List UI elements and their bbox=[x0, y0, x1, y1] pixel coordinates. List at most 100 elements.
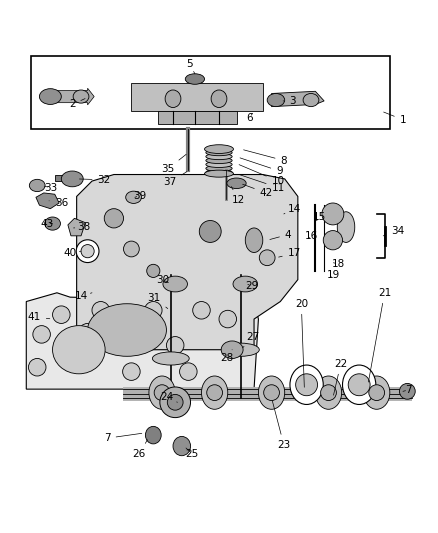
Ellipse shape bbox=[123, 363, 140, 381]
Text: 33: 33 bbox=[44, 183, 57, 192]
Ellipse shape bbox=[258, 376, 285, 409]
Ellipse shape bbox=[185, 74, 205, 84]
Text: 40: 40 bbox=[64, 248, 81, 259]
Text: 34: 34 bbox=[383, 227, 404, 237]
Text: 25: 25 bbox=[185, 448, 198, 458]
Ellipse shape bbox=[201, 376, 228, 409]
Text: 39: 39 bbox=[133, 190, 146, 200]
Ellipse shape bbox=[145, 302, 162, 319]
Ellipse shape bbox=[199, 221, 221, 243]
Ellipse shape bbox=[126, 191, 141, 204]
Text: 10: 10 bbox=[239, 165, 285, 186]
Ellipse shape bbox=[206, 154, 232, 159]
Ellipse shape bbox=[79, 324, 96, 341]
Ellipse shape bbox=[223, 343, 259, 356]
Ellipse shape bbox=[39, 88, 61, 104]
Ellipse shape bbox=[28, 359, 46, 376]
Ellipse shape bbox=[290, 365, 323, 405]
FancyArrow shape bbox=[44, 88, 94, 105]
Ellipse shape bbox=[364, 376, 390, 409]
Text: 32: 32 bbox=[79, 175, 111, 185]
Polygon shape bbox=[55, 174, 72, 181]
Text: 19: 19 bbox=[327, 270, 340, 280]
Ellipse shape bbox=[399, 383, 415, 399]
Ellipse shape bbox=[343, 365, 376, 405]
Ellipse shape bbox=[53, 326, 105, 374]
Ellipse shape bbox=[165, 90, 181, 108]
Ellipse shape bbox=[160, 387, 191, 418]
Ellipse shape bbox=[348, 374, 370, 395]
Ellipse shape bbox=[81, 245, 94, 258]
Ellipse shape bbox=[322, 203, 344, 225]
Ellipse shape bbox=[149, 376, 175, 409]
Text: 24: 24 bbox=[161, 392, 177, 402]
Ellipse shape bbox=[303, 93, 319, 107]
Polygon shape bbox=[68, 219, 85, 236]
Text: 17: 17 bbox=[279, 248, 301, 259]
Ellipse shape bbox=[61, 171, 83, 187]
Bar bbox=[31, 56, 390, 128]
Ellipse shape bbox=[259, 250, 275, 265]
Ellipse shape bbox=[163, 276, 187, 292]
Ellipse shape bbox=[206, 165, 232, 172]
Ellipse shape bbox=[206, 157, 232, 164]
Text: 9: 9 bbox=[240, 158, 283, 176]
Text: 30: 30 bbox=[156, 274, 170, 285]
Ellipse shape bbox=[233, 276, 258, 292]
Text: 38: 38 bbox=[74, 222, 91, 232]
Text: 18: 18 bbox=[332, 259, 345, 269]
Ellipse shape bbox=[245, 228, 263, 253]
Ellipse shape bbox=[227, 178, 246, 189]
Text: 22: 22 bbox=[333, 359, 347, 395]
Ellipse shape bbox=[219, 310, 237, 328]
Ellipse shape bbox=[206, 150, 232, 156]
Ellipse shape bbox=[264, 385, 279, 400]
Polygon shape bbox=[131, 83, 263, 111]
Ellipse shape bbox=[206, 161, 232, 167]
Text: 36: 36 bbox=[49, 198, 68, 208]
Text: 37: 37 bbox=[163, 172, 187, 188]
Ellipse shape bbox=[173, 437, 191, 456]
Ellipse shape bbox=[180, 363, 197, 381]
Text: 12: 12 bbox=[231, 187, 245, 205]
Ellipse shape bbox=[207, 385, 223, 400]
Text: 20: 20 bbox=[295, 298, 308, 387]
Text: 14: 14 bbox=[74, 291, 92, 301]
Text: 42: 42 bbox=[243, 184, 273, 198]
Text: 4: 4 bbox=[270, 230, 292, 239]
Text: 29: 29 bbox=[245, 281, 258, 291]
Text: 26: 26 bbox=[133, 440, 148, 458]
Ellipse shape bbox=[221, 341, 243, 359]
Text: 31: 31 bbox=[148, 293, 168, 309]
Text: 7: 7 bbox=[104, 433, 142, 443]
Text: 3: 3 bbox=[283, 96, 296, 106]
Ellipse shape bbox=[315, 376, 342, 409]
Text: 23: 23 bbox=[272, 401, 290, 450]
Ellipse shape bbox=[53, 306, 70, 324]
Polygon shape bbox=[77, 174, 298, 350]
Text: 1: 1 bbox=[384, 112, 406, 125]
Ellipse shape bbox=[321, 385, 336, 400]
Ellipse shape bbox=[337, 212, 355, 243]
Text: 2: 2 bbox=[69, 99, 85, 109]
Ellipse shape bbox=[88, 304, 166, 356]
Ellipse shape bbox=[92, 302, 110, 319]
Text: 16: 16 bbox=[305, 231, 318, 241]
Text: 28: 28 bbox=[220, 350, 233, 362]
Ellipse shape bbox=[369, 385, 385, 400]
Text: 14: 14 bbox=[284, 204, 301, 214]
Ellipse shape bbox=[76, 240, 99, 263]
Ellipse shape bbox=[167, 394, 183, 410]
Ellipse shape bbox=[73, 90, 89, 103]
Ellipse shape bbox=[267, 93, 285, 107]
Ellipse shape bbox=[205, 170, 233, 177]
Text: 5: 5 bbox=[186, 59, 195, 74]
Polygon shape bbox=[26, 293, 258, 389]
Ellipse shape bbox=[166, 336, 184, 354]
Text: 7: 7 bbox=[403, 385, 412, 395]
Ellipse shape bbox=[29, 179, 45, 191]
Ellipse shape bbox=[205, 145, 233, 154]
Ellipse shape bbox=[152, 352, 189, 365]
Text: 15: 15 bbox=[313, 213, 326, 222]
Ellipse shape bbox=[154, 385, 170, 400]
